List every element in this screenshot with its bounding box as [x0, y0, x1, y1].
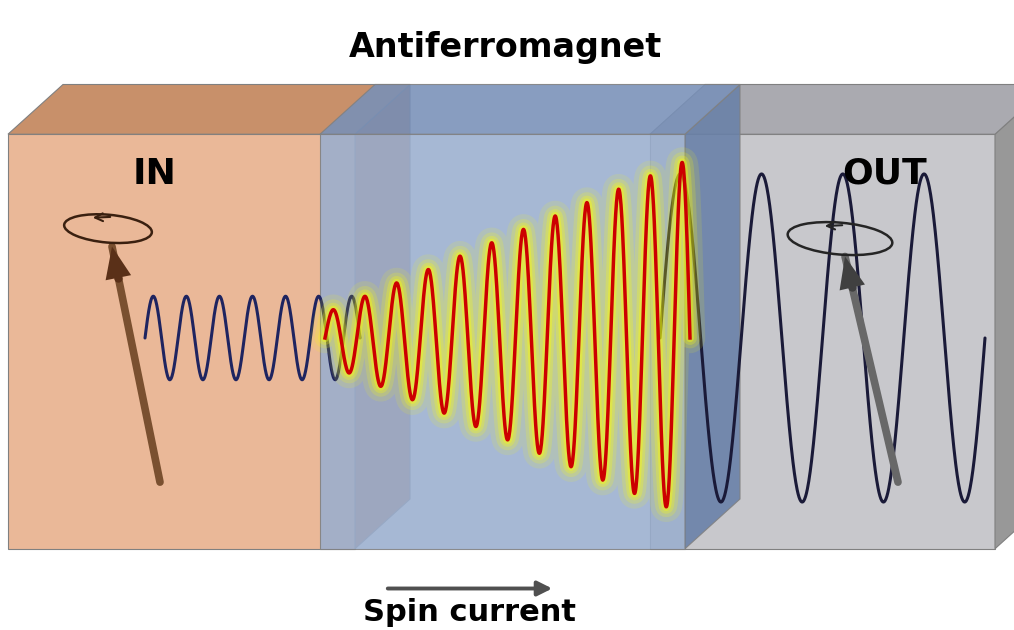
Polygon shape: [320, 134, 685, 549]
Text: Antiferromagnet: Antiferromagnet: [349, 32, 661, 64]
Text: OUT: OUT: [843, 157, 928, 191]
Text: Spin current: Spin current: [363, 598, 577, 627]
Polygon shape: [685, 84, 740, 549]
Polygon shape: [320, 84, 740, 134]
Polygon shape: [105, 246, 131, 280]
Text: IN: IN: [133, 157, 176, 191]
Polygon shape: [650, 134, 995, 549]
Polygon shape: [8, 84, 410, 134]
Polygon shape: [8, 134, 355, 549]
Polygon shape: [650, 84, 1014, 134]
Polygon shape: [995, 84, 1014, 549]
Polygon shape: [840, 256, 865, 290]
Polygon shape: [355, 84, 410, 549]
